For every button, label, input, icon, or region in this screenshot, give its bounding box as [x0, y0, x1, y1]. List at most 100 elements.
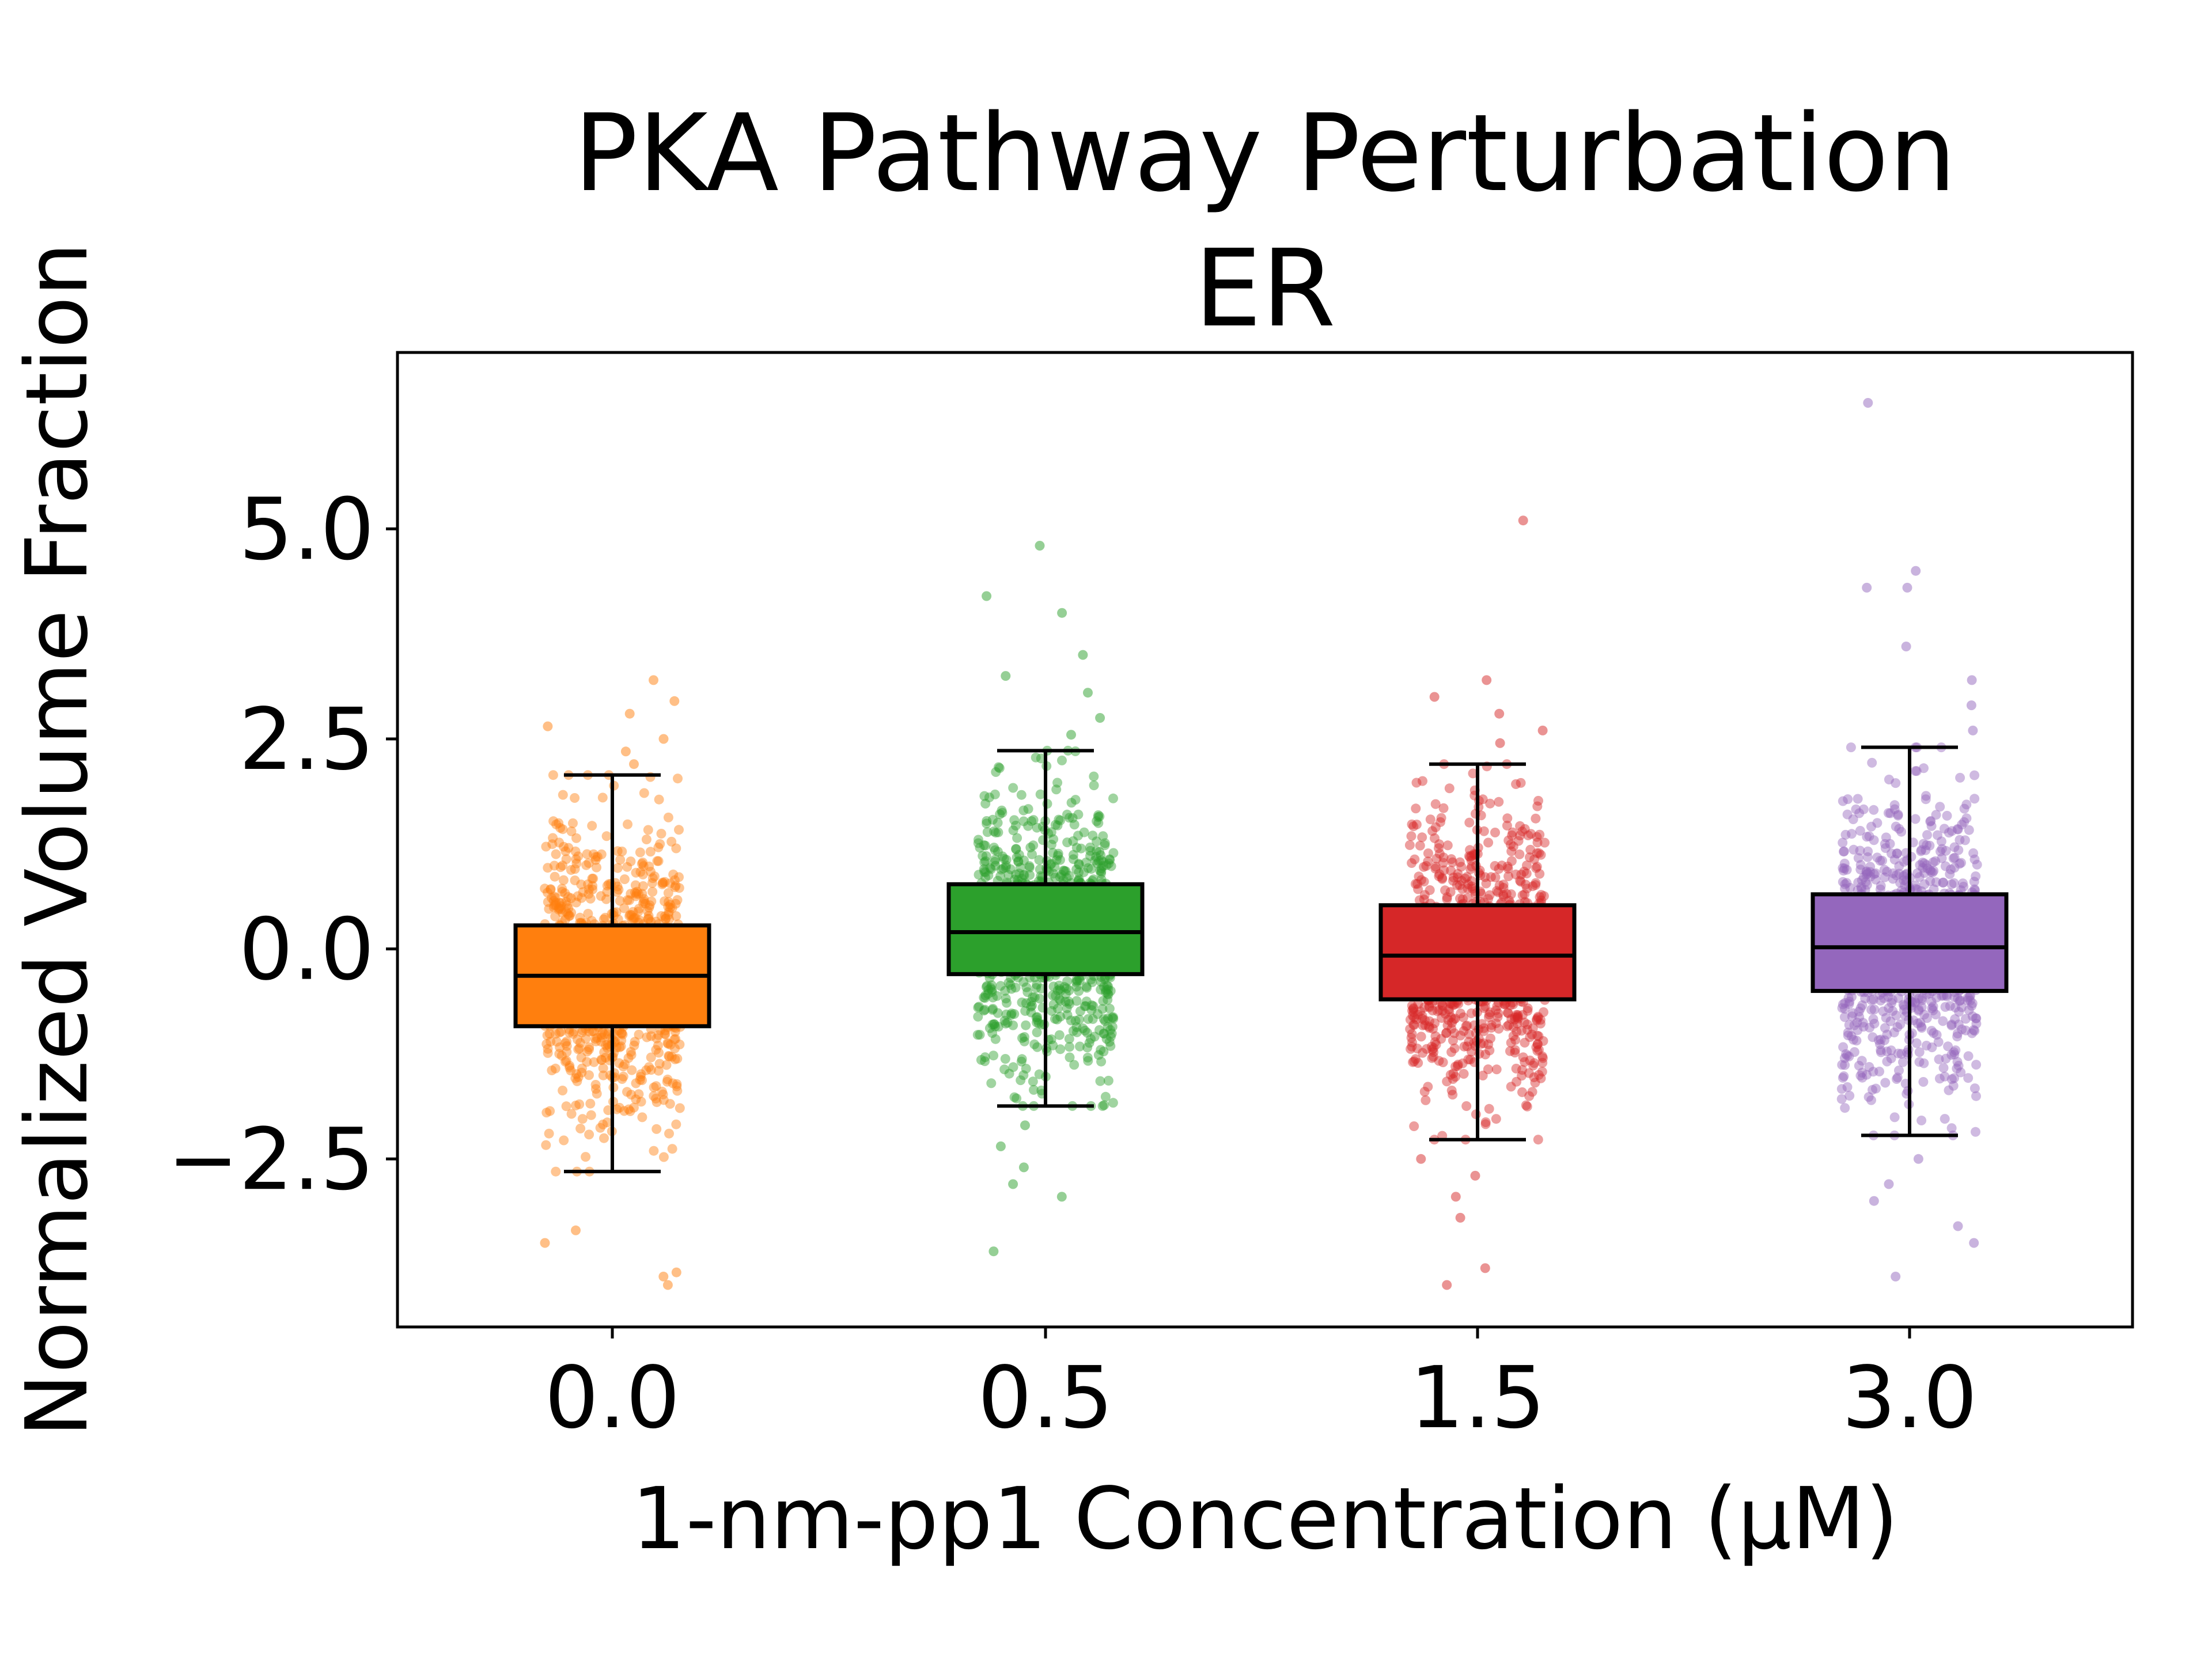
data-point	[1949, 863, 1960, 873]
data-point	[1498, 889, 1509, 900]
data-point	[1963, 992, 1973, 1003]
data-point	[1455, 880, 1465, 890]
data-point	[1093, 818, 1104, 828]
data-point	[1946, 1123, 1957, 1133]
data-point	[1857, 875, 1867, 885]
data-point	[1948, 1080, 1959, 1091]
data-point	[558, 1086, 568, 1095]
data-point	[554, 902, 564, 913]
data-point	[1438, 803, 1449, 813]
outlier-point	[1911, 566, 1921, 576]
data-point	[1028, 1076, 1038, 1087]
data-point	[1411, 1054, 1421, 1064]
data-point	[1880, 839, 1890, 849]
data-point	[1055, 1011, 1066, 1022]
data-point	[599, 914, 609, 924]
data-point	[1054, 980, 1065, 991]
data-point	[1098, 861, 1108, 871]
data-point	[1895, 878, 1906, 888]
data-point	[1096, 869, 1106, 878]
data-point	[1952, 1032, 1963, 1042]
data-point	[548, 896, 559, 906]
data-point	[990, 845, 1000, 855]
data-point	[1027, 1000, 1037, 1011]
data-point	[1491, 1018, 1501, 1029]
data-point	[543, 897, 553, 907]
data-point	[1078, 867, 1089, 877]
data-point	[1102, 981, 1112, 991]
data-point	[1104, 854, 1115, 864]
data-point	[1071, 974, 1082, 985]
data-point	[563, 892, 573, 902]
data-point	[1964, 1005, 1974, 1015]
data-point	[1963, 1073, 1974, 1083]
data-point	[1486, 1033, 1495, 1044]
data-point	[997, 851, 1007, 862]
data-point	[1892, 1022, 1903, 1032]
data-point	[993, 1022, 1003, 1032]
data-point	[1538, 1036, 1548, 1046]
data-point	[660, 1029, 671, 1040]
data-point	[1082, 1052, 1093, 1063]
data-point	[571, 1101, 581, 1110]
data-point	[987, 1005, 998, 1015]
data-point	[595, 1122, 605, 1133]
y-axis-label: Normalized Volume Fraction	[7, 242, 107, 1438]
data-point	[556, 1026, 566, 1037]
data-point	[1508, 1031, 1518, 1041]
data-point	[1483, 1039, 1494, 1049]
data-point	[1095, 1076, 1105, 1086]
data-point	[1517, 890, 1528, 900]
data-point	[980, 990, 991, 1000]
data-point	[1001, 1018, 1011, 1029]
data-point	[1058, 866, 1069, 876]
data-point	[993, 818, 1003, 828]
data-point	[570, 875, 580, 886]
data-point	[1940, 1114, 1950, 1124]
data-point	[1893, 1048, 1903, 1059]
data-point	[592, 862, 601, 873]
data-point	[1889, 855, 1900, 864]
data-point	[1537, 1051, 1547, 1061]
data-point	[550, 911, 560, 921]
data-point	[991, 828, 1001, 838]
data-point	[1954, 1007, 1964, 1017]
data-point	[1955, 772, 1965, 783]
data-point	[1062, 873, 1072, 883]
data-point	[588, 849, 599, 859]
data-point	[614, 1102, 624, 1113]
data-point	[1018, 805, 1029, 816]
data-point	[1104, 1003, 1115, 1014]
data-point	[1108, 1012, 1118, 1022]
data-point	[1513, 1010, 1523, 1020]
data-point	[664, 1051, 675, 1061]
data-point	[1097, 1101, 1108, 1111]
data-point	[1891, 1010, 1902, 1021]
data-point	[601, 1040, 611, 1051]
data-point	[1018, 816, 1029, 826]
data-point	[1430, 1031, 1441, 1041]
data-point	[1523, 830, 1533, 840]
data-point	[1071, 977, 1081, 987]
data-point	[1052, 1014, 1062, 1025]
data-point	[555, 1042, 565, 1052]
outlier-point	[1891, 1272, 1901, 1281]
data-point	[1001, 862, 1011, 873]
data-point	[1852, 1017, 1862, 1027]
data-point	[1093, 812, 1103, 822]
data-point	[978, 851, 988, 861]
data-point	[1434, 1056, 1444, 1066]
outlier-point	[671, 1267, 681, 1277]
data-point	[1425, 885, 1435, 895]
data-point	[552, 1037, 562, 1047]
data-point	[602, 887, 612, 897]
data-point	[1532, 862, 1542, 872]
data-point	[1108, 793, 1118, 803]
data-point	[1028, 815, 1039, 825]
data-point	[1028, 992, 1038, 1002]
data-point	[1911, 766, 1922, 776]
data-point	[546, 1037, 556, 1047]
data-point	[636, 1097, 646, 1107]
data-point	[1103, 1013, 1113, 1023]
data-point	[1517, 1065, 1527, 1075]
